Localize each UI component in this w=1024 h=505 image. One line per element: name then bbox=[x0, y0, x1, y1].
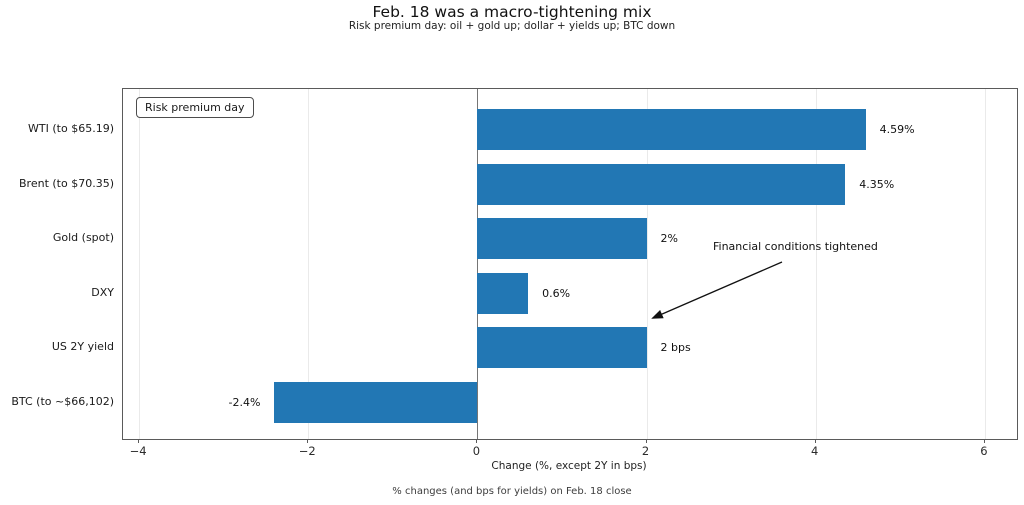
bar-value-label: 0.6% bbox=[542, 286, 571, 300]
y-tick-label: US 2Y yield bbox=[51, 340, 114, 354]
bar-value-label: 4.35% bbox=[859, 177, 895, 191]
zero-line bbox=[477, 89, 479, 439]
x-tick-mark bbox=[645, 439, 647, 443]
bar bbox=[477, 272, 529, 314]
gridline bbox=[984, 89, 986, 439]
gridline bbox=[815, 89, 817, 439]
legend-label: Risk premium day bbox=[145, 101, 245, 114]
y-tick-label: Brent (to $70.35) bbox=[19, 176, 114, 190]
y-tick-label: WTI (to $65.19) bbox=[28, 122, 114, 135]
gridline bbox=[308, 89, 310, 439]
y-tick-label: BTC (to ~$66,102) bbox=[11, 395, 114, 408]
plot-area: 4.59% 4.35% 2% 0.6% 2 bps -2.4% Financial con… bbox=[122, 88, 1018, 440]
bar bbox=[274, 382, 478, 423]
x-tick-mark bbox=[983, 439, 985, 443]
x-axis-label: Change (%, except 2Y in bps) bbox=[491, 460, 647, 472]
y-tick-label: Gold (spot) bbox=[52, 231, 114, 245]
x-tick-mark bbox=[476, 439, 478, 443]
x-tick-mark bbox=[307, 439, 309, 443]
x-tick-label: 2 bbox=[641, 444, 650, 458]
bar-value-label: 4.59% bbox=[879, 123, 915, 136]
x-tick-mark bbox=[814, 439, 816, 443]
y-tick-label: DXY bbox=[91, 285, 114, 299]
gridline bbox=[139, 89, 141, 439]
x-tick-mark bbox=[138, 439, 140, 443]
chart-title: Feb. 18 was a macro-tightening mix bbox=[372, 3, 652, 21]
x-tick-label: 6 bbox=[980, 444, 988, 458]
bar bbox=[477, 327, 647, 369]
bar-value-label: -2.4% bbox=[228, 396, 261, 409]
x-tick-label: −2 bbox=[298, 444, 316, 458]
x-tick-label: 0 bbox=[472, 444, 481, 458]
annotation-text: Financial conditions tightened bbox=[713, 240, 878, 253]
bar-value-label: 2 bps bbox=[660, 341, 691, 355]
y-axis-labels: WTI (to $65.19) Brent (to $70.35) Gold (sp… bbox=[0, 88, 114, 438]
bar-value-label: 2% bbox=[660, 232, 678, 246]
bar bbox=[477, 218, 647, 260]
bar bbox=[477, 109, 866, 150]
x-tick-label: 4 bbox=[811, 444, 819, 458]
bar bbox=[477, 163, 846, 205]
gridline bbox=[646, 89, 648, 439]
chart-subtitle: Risk premium day: oil + gold up; dollar … bbox=[348, 20, 676, 32]
legend-box: Risk premium day bbox=[136, 97, 254, 118]
x-tick-label: −4 bbox=[129, 444, 147, 458]
footer-caption: % changes (and bps for yields) on Feb. 1… bbox=[392, 486, 632, 497]
